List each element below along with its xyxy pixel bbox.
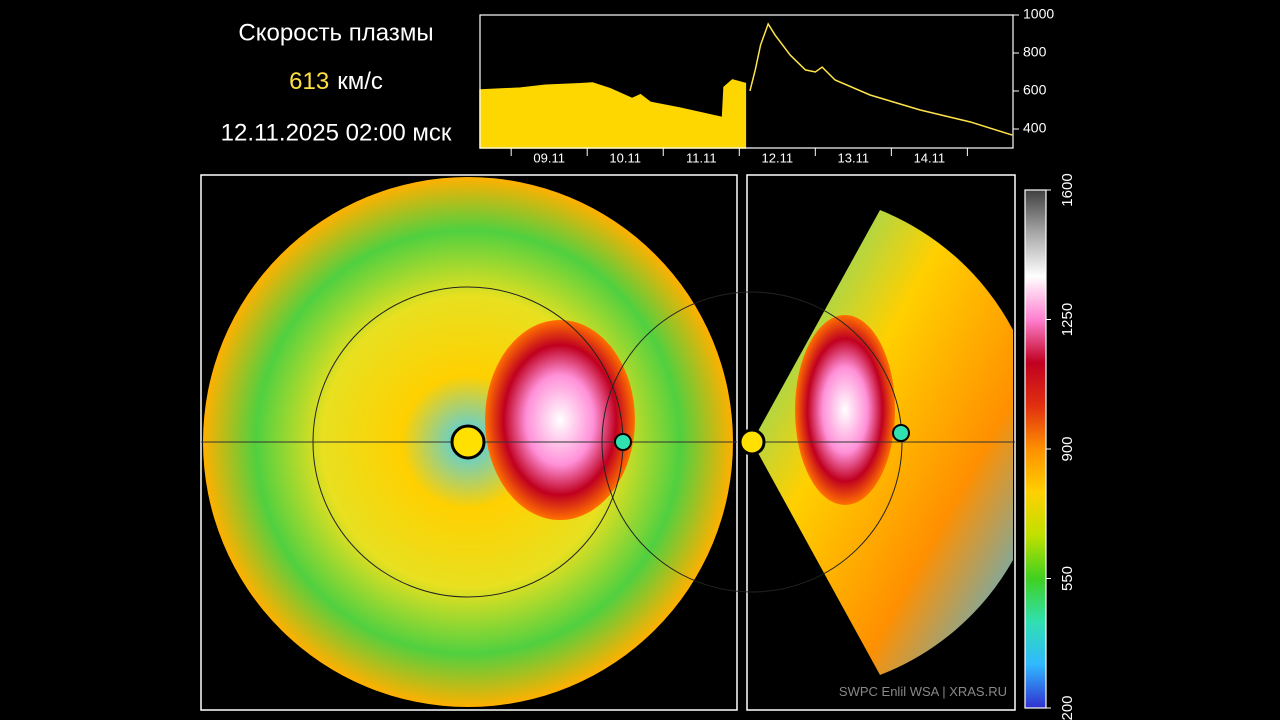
speed-value: 613 <box>289 68 329 95</box>
y-tick-label: 1000 <box>1023 6 1054 22</box>
earth <box>892 424 910 442</box>
sun <box>738 428 766 456</box>
line <box>749 22 1013 136</box>
y-tick-label: 800 <box>1023 44 1047 60</box>
area <box>479 79 747 149</box>
colorbar-tick-label: 1600 <box>1059 173 1076 206</box>
colorbar-tick-label: 550 <box>1059 566 1076 591</box>
title: Скорость плазмы <box>238 19 433 46</box>
colorbar-tick-label: 1250 <box>1059 303 1076 336</box>
datetime: 12.11.2025 02:00 мск <box>221 119 452 146</box>
credit: SWPC Enlil WSA | XRAS.RU <box>839 684 1007 699</box>
x-tick-label: 12.11 <box>762 150 794 165</box>
colorbar-tick-label: 900 <box>1059 436 1076 461</box>
speed-unit: км/с <box>337 68 383 95</box>
x-tick-label: 13.11 <box>838 150 870 165</box>
x-tick-label: 11.11 <box>686 150 717 165</box>
y-tick-label: 600 <box>1023 82 1047 98</box>
x-tick-label: 10.11 <box>609 150 641 165</box>
cme-blob <box>485 320 635 520</box>
y-tick-label: 400 <box>1023 120 1047 136</box>
earth <box>614 433 632 451</box>
colorbar <box>1024 189 1047 709</box>
colorbar-tick-label: 200 <box>1059 695 1076 720</box>
speed-readout: 613 км/с <box>289 68 383 95</box>
cme-blob <box>795 315 895 505</box>
x-tick-label: 14.11 <box>914 150 946 165</box>
plot-frame <box>479 14 1014 149</box>
x-tick-label: 09.11 <box>533 150 565 165</box>
sun <box>450 424 486 460</box>
